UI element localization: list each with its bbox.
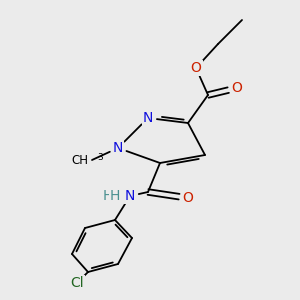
Text: O: O xyxy=(232,81,242,95)
Text: O: O xyxy=(190,61,201,75)
Text: CH: CH xyxy=(71,154,88,166)
Text: O: O xyxy=(183,191,194,205)
Text: N: N xyxy=(143,111,153,125)
Text: Cl: Cl xyxy=(70,276,84,290)
Text: N: N xyxy=(125,189,135,203)
Text: H: H xyxy=(103,189,113,203)
Text: H: H xyxy=(110,189,120,203)
Text: N: N xyxy=(113,141,123,155)
Text: 3: 3 xyxy=(97,154,103,163)
